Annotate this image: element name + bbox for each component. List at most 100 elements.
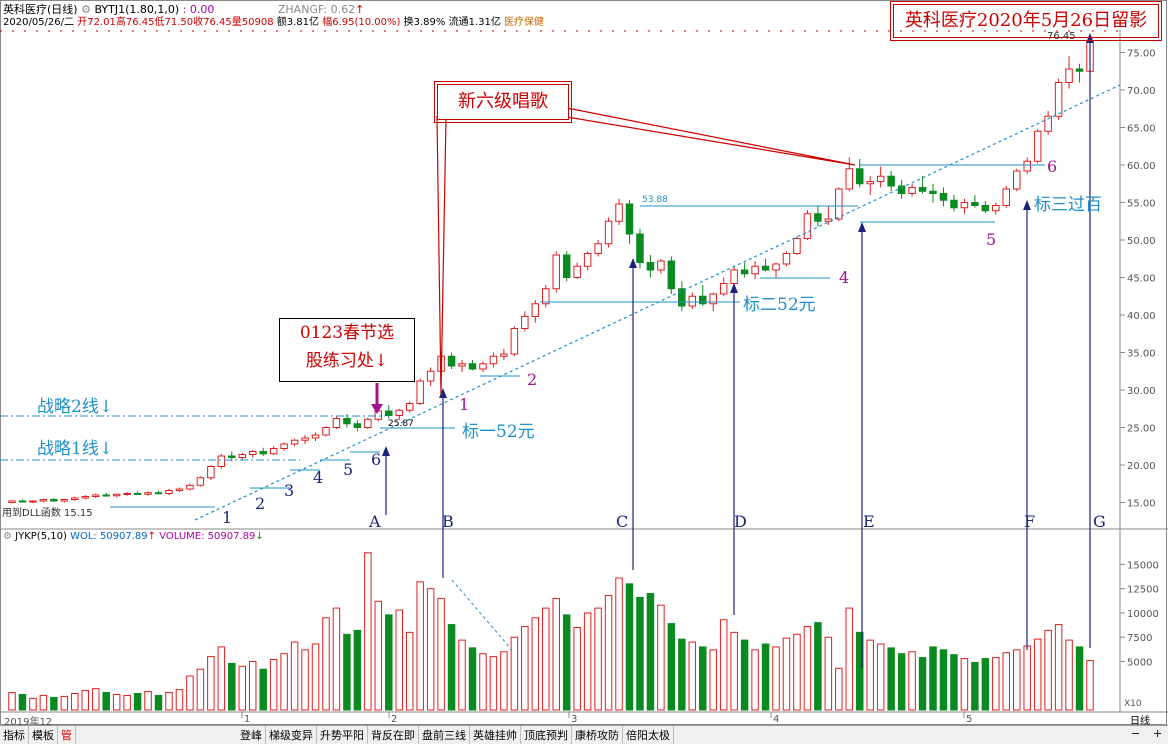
tab-1[interactable]: 登峰: [237, 726, 266, 744]
candle-body: [144, 492, 152, 495]
wave-number-purple: 5: [986, 230, 996, 249]
volume-bar: [772, 646, 780, 711]
candle-body: [866, 181, 874, 185]
candle-body: [217, 455, 226, 467]
candle-body: [207, 466, 215, 479]
volume-bar: [311, 643, 320, 711]
volume-bar: [1012, 649, 1021, 711]
chart-svg: 15.00 20.00 25.00 30.00 35.00 40.00 45.00 50.00…: [0, 0, 1168, 725]
quote-turnover: 换3.89%: [403, 17, 446, 28]
volume-bar: [1054, 624, 1063, 711]
tab-indicator[interactable]: 指标: [0, 726, 29, 744]
candle-body: [1054, 82, 1063, 117]
volume-bar: [1086, 660, 1094, 711]
y-tick-label: 45.00: [1127, 274, 1156, 285]
practice-callout: 0123春节选 股练习处↓: [279, 318, 415, 382]
candle-body: [772, 263, 780, 271]
scroll-minus-icon[interactable]: −: [1131, 727, 1141, 740]
tab-7[interactable]: 顶底预判: [521, 726, 572, 744]
candle-body: [761, 265, 770, 271]
volume-bar: [468, 647, 477, 711]
volume-bar: [604, 594, 613, 711]
zoom-label[interactable]: X10: [1124, 699, 1142, 709]
quote-open: 开72.01: [77, 17, 116, 28]
volume-bar: [835, 667, 843, 711]
candle-body: [803, 213, 812, 239]
practice-line-1: 0123春节选: [299, 323, 395, 343]
volume-bar: [992, 657, 1000, 711]
volume-bar: [332, 607, 341, 711]
candle-body: [908, 187, 916, 194]
candle-body: [992, 205, 1000, 212]
volume-bar: [50, 696, 58, 711]
letter-marker: C: [616, 512, 628, 531]
volume-header: ⚙ JYKP(5,10) WOL: 50907.89↑ VOLUME: 5090…: [3, 531, 264, 542]
candle-body: [856, 168, 864, 185]
volume-indicator[interactable]: JYKP(5,10): [15, 531, 67, 542]
volume-bar: [1033, 638, 1042, 711]
candle-body: [259, 451, 267, 455]
volume-bar: [29, 697, 37, 711]
tab-9[interactable]: 倍阳太极: [623, 726, 674, 744]
tab-5[interactable]: 盘前三线: [419, 726, 470, 744]
candle-body: [196, 477, 205, 486]
volume-bar: [730, 631, 738, 711]
candle-body: [238, 454, 246, 458]
tab-2[interactable]: 梯级变异: [266, 726, 317, 744]
letter-marker: A: [368, 512, 381, 531]
volume-bar: [133, 693, 142, 711]
candle-body: [552, 254, 560, 290]
tab-template[interactable]: 模板: [29, 726, 58, 744]
volume-bar: [876, 643, 885, 711]
candle-body: [562, 254, 571, 278]
letter-marker: D: [734, 512, 747, 531]
month-label: 4: [773, 714, 779, 725]
candle-body: [960, 202, 969, 209]
tab-6[interactable]: 英雄挂帅: [470, 726, 521, 744]
volume-bar: [280, 653, 288, 711]
month-label: 3: [571, 714, 577, 725]
volume-bar: [196, 668, 205, 711]
y-tick-label: 70.00: [1127, 86, 1156, 97]
volume-bar: [709, 649, 717, 711]
volume-bar: [782, 637, 791, 711]
candle-body: [39, 499, 48, 502]
header-line-2: 2020/05/26/二 开72.01高76.45低71.50收76.45量50…: [3, 13, 544, 28]
wave-number-blue: 3: [284, 481, 294, 500]
volume-value: VOLUME: 50907.89: [159, 531, 256, 542]
candle-body: [269, 448, 278, 455]
wave-number-purple: 1: [459, 395, 469, 414]
volume-bar: [479, 653, 487, 711]
candle-body: [573, 265, 581, 278]
candle-body: [458, 363, 466, 367]
volume-bar: [950, 654, 958, 711]
vol-tick-label: 7500: [1127, 633, 1152, 644]
volume-bar: [897, 653, 906, 711]
candle-body: [615, 203, 623, 222]
candle-body: [1012, 170, 1021, 190]
tab-3[interactable]: 升势平阳: [317, 726, 368, 744]
tab-8[interactable]: 康桥攻防: [572, 726, 623, 744]
gear-icon[interactable]: ⚙: [3, 531, 12, 542]
candle-body: [18, 500, 27, 503]
tab-4[interactable]: 背反在即: [368, 726, 419, 744]
candle-body: [395, 409, 403, 416]
candle-body: [102, 494, 110, 497]
quote-high: 高76.45: [115, 17, 155, 28]
scroll-plus-icon[interactable]: +: [1153, 727, 1163, 740]
volume-bar: [1023, 645, 1031, 711]
settings-icon[interactable]: ⚙: [81, 3, 91, 16]
period-label[interactable]: 日线: [1130, 716, 1150, 727]
tab-manage[interactable]: 管: [58, 726, 76, 744]
up-arrow-icon: ↑: [147, 531, 157, 542]
indicator-name[interactable]: BYTJ1(1.80,1,0): [94, 3, 180, 16]
candle-body: [730, 269, 738, 284]
volume-bar: [290, 641, 299, 711]
candle-body: [887, 175, 895, 187]
volume-bar: [562, 614, 571, 711]
price-label-25: 25.87: [388, 419, 414, 429]
letter-marker: F: [1024, 512, 1035, 531]
candle-body: [479, 363, 487, 370]
candle-body: [646, 262, 655, 271]
